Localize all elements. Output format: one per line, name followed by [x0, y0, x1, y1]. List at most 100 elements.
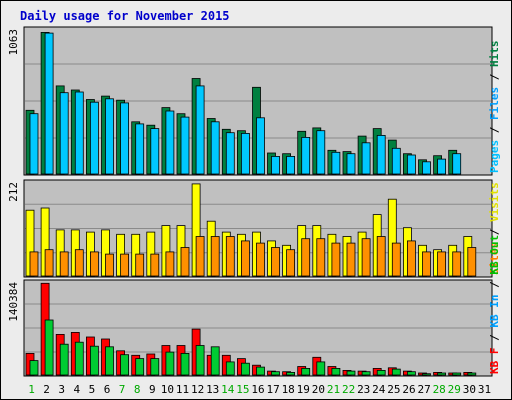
x-tick-label-day-8: 8 — [134, 383, 141, 396]
legend-part-visits-sites-0: Sites — [488, 242, 501, 275]
legend-label-kbytes: KB F / KB In / KB Out — [488, 235, 501, 374]
x-tick-label-day-28: 28 — [433, 383, 446, 396]
x-tick-label-day-24: 24 — [372, 383, 386, 396]
bars-kbytes — [25, 282, 477, 376]
bar-hits-files-pages-files-day-21 — [331, 151, 341, 175]
x-axis-tick-labels: 1 2 3 4 5 6 7 8 9 10 11 12 13 14 15 16 17 18 19 20 21 22 23 24 2… — [28, 383, 491, 396]
bar-visits-sites-sites-day-2 — [44, 249, 54, 277]
bar-hits-files-pages-files-day-13 — [210, 121, 220, 175]
panel-hits-files-pages: 1063 Pages / Files / Hits — [7, 26, 501, 176]
bar-visits-sites-sites-day-14 — [225, 236, 235, 277]
bar-hits-files-pages-files-day-27 — [422, 161, 431, 175]
x-tick-label-day-3: 3 — [58, 383, 65, 396]
bar-kbytes-kb-out-day-22 — [346, 370, 356, 376]
bar-visits-sites-sites-day-25 — [391, 242, 401, 277]
bar-hits-files-pages-files-day-26 — [406, 154, 416, 175]
bar-kbytes-kb-out-day-11 — [180, 352, 190, 376]
bar-hits-files-pages-files-day-3 — [59, 92, 69, 175]
bar-visits-sites-sites-day-10 — [165, 251, 175, 277]
bar-visits-sites-sites-day-27 — [422, 251, 431, 277]
x-tick-label-day-13: 13 — [206, 383, 219, 396]
bar-hits-files-pages-files-day-18 — [286, 155, 296, 175]
panel-visits-sites: 212 Sites / Visits — [7, 179, 501, 278]
bar-hits-files-pages-files-day-17 — [271, 155, 280, 175]
bar-kbytes-kb-out-day-29 — [452, 372, 462, 376]
x-tick-label-day-18: 18 — [282, 383, 295, 396]
bar-visits-sites-sites-day-26 — [406, 240, 416, 277]
x-tick-label-day-1: 1 — [28, 383, 35, 396]
bar-visits-sites-sites-day-11 — [180, 247, 190, 277]
x-tick-label-day-21: 21 — [327, 383, 340, 396]
bar-visits-sites-sites-day-19 — [301, 238, 311, 277]
bar-visits-sites-sites-day-5 — [90, 251, 99, 277]
legend-label-visits-sites: Sites / Visits — [488, 182, 501, 275]
bar-kbytes-kb-out-day-8 — [135, 358, 145, 376]
bar-kbytes-kb-out-day-21 — [331, 367, 341, 376]
bar-visits-sites-sites-day-3 — [59, 251, 69, 277]
x-tick-label-day-10: 10 — [161, 383, 174, 396]
bar-hits-files-pages-files-day-5 — [90, 101, 99, 175]
bar-hits-files-pages-files-day-12 — [195, 85, 205, 175]
bar-kbytes-kb-out-day-6 — [105, 346, 114, 376]
bar-visits-sites-sites-day-7 — [120, 253, 129, 277]
bar-kbytes-kb-out-day-3 — [59, 343, 69, 376]
x-tick-label-day-14: 14 — [221, 383, 235, 396]
bar-visits-sites-sites-day-9 — [150, 253, 160, 277]
bar-hits-files-pages-files-day-28 — [437, 158, 447, 175]
chart-panels: 1063 Pages / Files / Hits 212 Sites / Visit… — [7, 26, 501, 377]
legend-part-hits-files-pages-2: Files — [488, 87, 501, 120]
x-tick-label-day-11: 11 — [176, 383, 189, 396]
bar-kbytes-kb-out-day-16 — [256, 366, 265, 376]
max-value-label-kbytes: 140384 — [7, 282, 20, 322]
bar-visits-sites-sites-day-16 — [256, 242, 265, 277]
x-tick-label-day-27: 27 — [417, 383, 430, 396]
x-tick-label-day-31: 31 — [478, 383, 491, 396]
bar-hits-files-pages-files-day-1 — [29, 113, 39, 175]
bars-visits-sites — [25, 183, 477, 277]
legend-part-hits-files-pages-3: / — [488, 67, 501, 87]
bar-visits-sites-sites-day-29 — [452, 251, 462, 277]
bar-hits-files-pages-files-day-22 — [346, 153, 356, 175]
bar-kbytes-kb-out-day-20 — [316, 361, 326, 376]
bar-kbytes-kb-out-day-23 — [361, 371, 371, 376]
bar-kbytes-kb-out-day-30 — [467, 372, 477, 376]
bar-visits-sites-sites-day-8 — [135, 253, 145, 277]
bar-kbytes-kb-out-day-7 — [120, 354, 129, 376]
bar-kbytes-kb-out-day-27 — [422, 373, 431, 376]
legend-part-visits-sites-2: Visits — [488, 182, 501, 222]
x-tick-label-day-2: 2 — [43, 383, 50, 396]
bar-visits-sites-sites-day-30 — [467, 247, 477, 277]
x-tick-label-day-6: 6 — [104, 383, 111, 396]
x-tick-label-day-22: 22 — [342, 383, 355, 396]
legend-part-visits-sites-1: / — [488, 222, 501, 242]
x-tick-label-day-12: 12 — [191, 383, 204, 396]
x-tick-label-day-20: 20 — [312, 383, 325, 396]
bar-kbytes-kb-out-day-5 — [90, 345, 99, 376]
bar-kbytes-kb-out-day-28 — [437, 372, 447, 376]
max-value-label-visits-sites: 212 — [7, 182, 20, 202]
bar-hits-files-pages-files-day-9 — [150, 128, 160, 175]
legend-part-kbytes-4: KB Out — [488, 235, 501, 275]
legend-part-hits-files-pages-0: Pages — [488, 140, 501, 173]
bars-hits-files-pages — [25, 32, 462, 175]
x-tick-label-day-29: 29 — [448, 383, 461, 396]
x-tick-label-day-9: 9 — [149, 383, 156, 396]
bar-kbytes-kb-out-day-9 — [150, 358, 160, 376]
x-tick-label-day-16: 16 — [251, 383, 264, 396]
bar-hits-files-pages-files-day-16 — [256, 117, 265, 175]
bar-kbytes-kb-out-day-26 — [406, 371, 416, 376]
bar-hits-files-pages-files-day-14 — [225, 132, 235, 175]
bar-visits-sites-sites-day-22 — [346, 242, 356, 277]
bar-visits-sites-sites-day-4 — [74, 249, 84, 277]
legend-label-hits-files-pages: Pages / Files / Hits — [488, 41, 501, 174]
bar-kbytes-kb-out-day-2 — [44, 319, 54, 376]
bar-hits-files-pages-files-day-6 — [105, 98, 114, 175]
x-tick-label-day-7: 7 — [119, 383, 126, 396]
panel-kbytes: 140384 KB F / KB In / KB Out — [7, 235, 501, 377]
bar-kbytes-kb-out-day-10 — [165, 351, 175, 376]
x-tick-label-day-15: 15 — [236, 383, 249, 396]
bar-hits-files-pages-files-day-23 — [361, 142, 371, 175]
legend-part-kbytes-2: KB In — [488, 295, 501, 328]
legend-part-kbytes-1: / — [488, 328, 501, 348]
bar-hits-files-pages-files-day-19 — [301, 136, 311, 175]
